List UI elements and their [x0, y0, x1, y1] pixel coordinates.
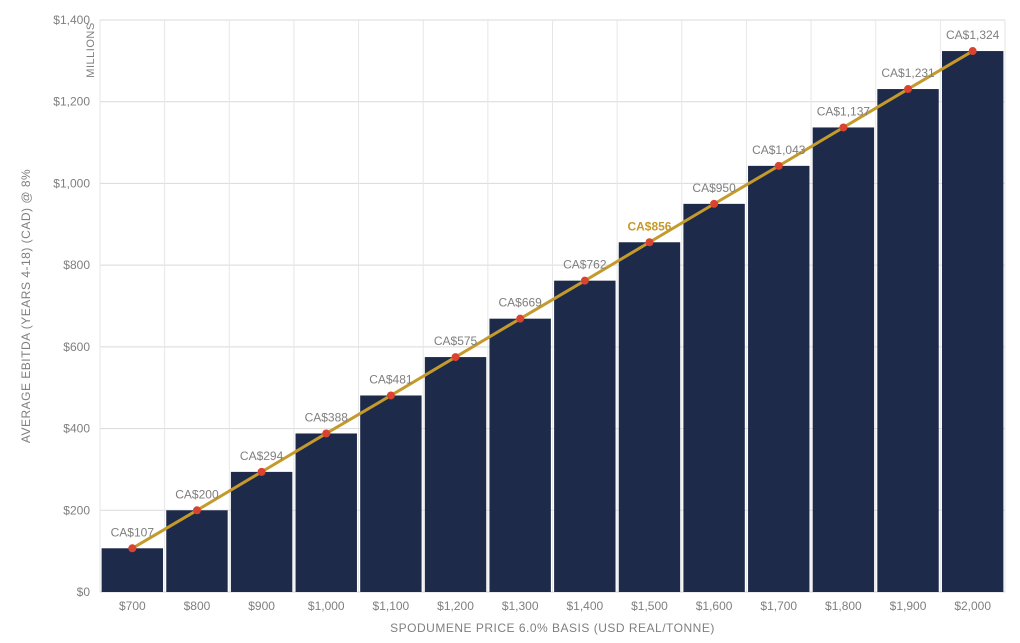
data-label: CA$107	[111, 525, 155, 539]
trend-marker	[581, 277, 589, 285]
bar	[619, 242, 680, 592]
bar	[489, 319, 550, 592]
x-tick-label: $1,300	[502, 599, 539, 613]
bar	[813, 127, 874, 592]
bar	[360, 395, 421, 592]
trend-marker	[710, 200, 718, 208]
trend-marker	[128, 544, 136, 552]
x-tick-label: $2,000	[954, 599, 991, 613]
trend-marker	[775, 162, 783, 170]
bar	[296, 433, 357, 592]
ebitda-chart: $0 $200 $400 $600 $800 $1,000 $1,200 $1,400 CA$1…	[0, 0, 1020, 643]
x-tick-label: $1,600	[696, 599, 733, 613]
y-tick-label: $200	[63, 503, 90, 517]
data-label: CA$762	[563, 258, 607, 272]
trend-marker	[322, 429, 330, 437]
data-label: CA$1,324	[946, 28, 1000, 42]
y-tick-label: $1,000	[53, 176, 90, 190]
x-tick-label: $1,800	[825, 599, 862, 613]
y-tick-label: $1,200	[53, 95, 90, 109]
bar	[683, 204, 744, 592]
bar	[102, 548, 163, 592]
trend-marker	[839, 123, 847, 131]
data-label: CA$200	[175, 487, 219, 501]
data-label: CA$481	[369, 372, 413, 386]
data-label: CA$575	[434, 334, 478, 348]
data-label: CA$1,043	[752, 143, 806, 157]
data-label: CA$950	[692, 181, 736, 195]
trend-marker	[452, 353, 460, 361]
x-tick-label: $1,400	[566, 599, 603, 613]
trend-marker	[193, 506, 201, 514]
y-tick-label: $800	[63, 258, 90, 272]
trend-marker	[969, 47, 977, 55]
x-tick-label: $1,900	[890, 599, 927, 613]
y-tick-label: $400	[63, 422, 90, 436]
data-label: CA$1,137	[817, 104, 871, 118]
x-tick-label: $900	[248, 599, 275, 613]
bar	[231, 472, 292, 592]
x-tick-label: $1,200	[437, 599, 474, 613]
bar	[942, 51, 1003, 592]
x-tick-label: $1,000	[308, 599, 345, 613]
y-tick-label: $600	[63, 340, 90, 354]
trend-marker	[904, 85, 912, 93]
trend-marker	[258, 468, 266, 476]
x-tick-label: $1,100	[373, 599, 410, 613]
x-tick-label: $800	[184, 599, 211, 613]
bar	[748, 166, 809, 592]
x-tick-label: $700	[119, 599, 146, 613]
x-tick-label: $1,500	[631, 599, 668, 613]
y-axis-title: AVERAGE EBITDA (YEARS 4-18) (CAD) @ 8%	[19, 169, 33, 443]
data-label-highlight: CA$856	[627, 219, 671, 233]
y-tick-label: $0	[77, 585, 91, 599]
x-axis-title: SPODUMENE PRICE 6.0% BASIS (USD REAL/TON…	[390, 621, 715, 635]
data-label: CA$388	[305, 410, 349, 424]
bar	[554, 281, 615, 592]
bar	[425, 357, 486, 592]
trend-marker	[645, 238, 653, 246]
data-label: CA$669	[498, 296, 542, 310]
trend-marker	[516, 315, 524, 323]
bar	[877, 89, 938, 592]
x-tick-label: $1,700	[760, 599, 797, 613]
y-axis-units-label: MILLIONS	[85, 22, 97, 77]
trend-marker	[387, 391, 395, 399]
data-label: CA$294	[240, 449, 284, 463]
data-label: CA$1,231	[881, 66, 935, 80]
